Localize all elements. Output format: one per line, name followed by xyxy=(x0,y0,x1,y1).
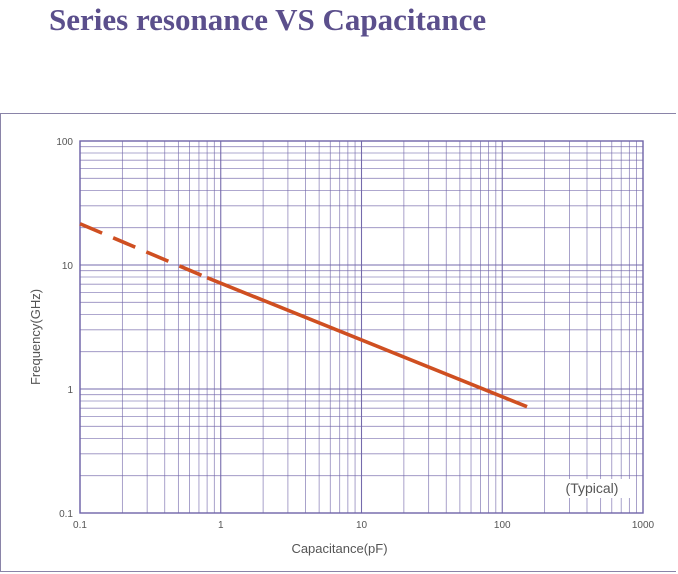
x-tick-label: 10 xyxy=(356,520,368,531)
x-tick-label: 0.1 xyxy=(73,520,87,531)
curve-solid-segment xyxy=(206,276,528,409)
x-tick-label: 100 xyxy=(494,520,511,531)
y-tick-label: 0.1 xyxy=(59,509,73,520)
chart-frame xyxy=(0,113,676,572)
x-tick-label: 1 xyxy=(218,520,224,531)
y-tick-labels: 0.1 1 10 100 xyxy=(56,137,73,520)
annotation-background xyxy=(554,479,630,498)
annotation-typical-text: (Typical) xyxy=(566,480,619,496)
y-tick-label: 100 xyxy=(56,137,73,148)
plot-border xyxy=(79,140,644,514)
x-tick-label: 1000 xyxy=(632,520,655,531)
annotation-typical: (Typical) xyxy=(554,479,630,498)
x-tick-labels: 0.1 1 10 100 1000 xyxy=(73,520,655,531)
y-tick-label: 10 xyxy=(62,261,74,272)
y-axis-label: Frequency(GHz) xyxy=(28,289,43,385)
page-title: Series resonance VS Capacitance xyxy=(49,2,487,37)
y-tick-label: 1 xyxy=(67,385,73,396)
series-layer xyxy=(79,222,528,409)
curve-dashed-segment xyxy=(79,222,208,280)
x-axis-label: Capacitance(pF) xyxy=(291,541,387,556)
